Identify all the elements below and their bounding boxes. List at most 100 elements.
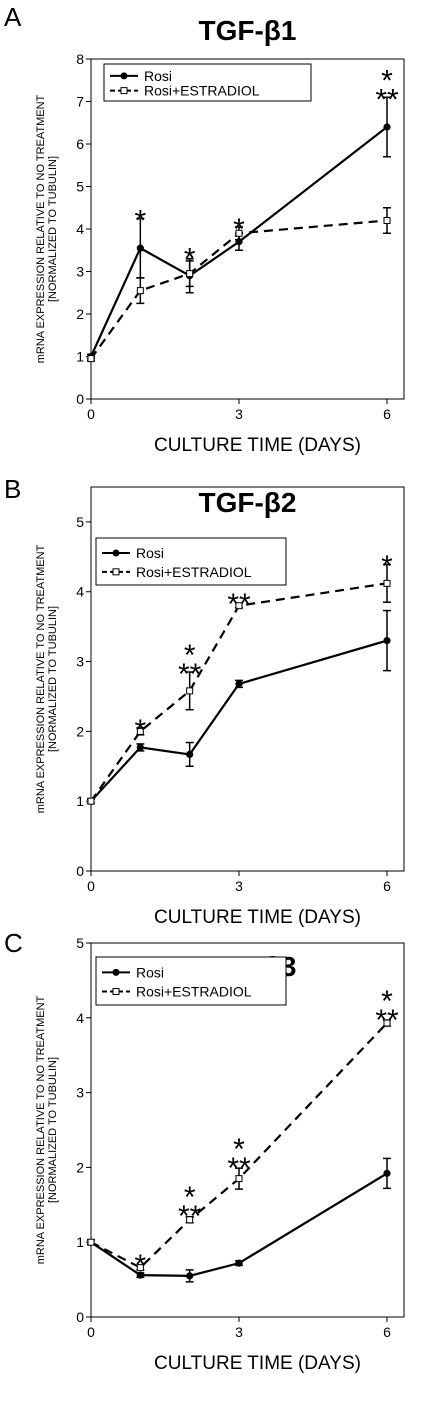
- significance-marker: * **: [375, 985, 399, 1037]
- significance-marker: *: [233, 213, 245, 246]
- data-point: [383, 637, 391, 645]
- data-point: [235, 229, 243, 237]
- y-tick-label: 2: [76, 723, 84, 739]
- y-axis-label-line1: mRNA EXPRESSION RELATIVE TO NO TREATMENT: [35, 544, 47, 813]
- chart-panel-a: A TGF-β1 0 1 2 3 4 5 6 7 8 0 3 6 CULTURE TIME (DAYS) mR…: [4, 2, 405, 456]
- y-tick-label: 4: [76, 1010, 84, 1026]
- y-tick-label: 2: [76, 306, 84, 322]
- significance-marker-line: **: [178, 658, 202, 691]
- data-point: [235, 1175, 243, 1183]
- significance-marker-line: **: [178, 1200, 202, 1233]
- significance-marker: *: [134, 714, 146, 747]
- legend-label: Rosi: [136, 964, 164, 980]
- data-point: [383, 123, 391, 131]
- significance-marker: * **: [375, 64, 399, 116]
- x-tick-label: 6: [383, 406, 391, 422]
- x-tick-label: 6: [383, 1324, 391, 1340]
- significance-marker-line: *: [381, 64, 393, 97]
- legend-box: [103, 63, 312, 102]
- data-point: [136, 244, 144, 252]
- panel-letter: C: [4, 928, 23, 958]
- significance-marker: * **: [227, 1133, 251, 1185]
- series-rosi-estradiol: [87, 1019, 391, 1272]
- legend-swatch-marker: [112, 549, 120, 557]
- x-axis-label: CULTURE TIME (DAYS): [154, 907, 361, 928]
- plot-frame: [90, 486, 405, 872]
- x-axis-label: CULTURE TIME (DAYS): [154, 435, 361, 456]
- legend-label: Rosi+ESTRADIOL: [144, 83, 260, 99]
- data-point: [235, 1259, 243, 1267]
- y-axis-label: mRNA EXPRESSION RELATIVE TO NO TREATMENT…: [35, 94, 59, 363]
- x-tick-label: 6: [383, 878, 391, 894]
- data-point: [136, 727, 144, 735]
- y-tick-label: 5: [76, 514, 84, 530]
- data-point: [186, 687, 194, 695]
- x-tick-label: 0: [87, 406, 95, 422]
- significance-marker-line: *: [184, 243, 196, 276]
- chart-title: TGF-β1: [199, 15, 297, 46]
- significance-marker-line: **: [227, 588, 251, 621]
- chart-title: TGF-β2: [199, 487, 297, 518]
- significance-marker-line: *: [233, 1133, 245, 1166]
- y-tick-label: 5: [76, 179, 84, 195]
- panel-letter: A: [4, 2, 22, 32]
- significance-marker: * **: [178, 639, 202, 691]
- series-rosi-estradiol: [87, 207, 391, 363]
- series-rosi-estradiol: [87, 563, 391, 805]
- data-point: [186, 1216, 194, 1224]
- significance-marker-line: *: [233, 213, 245, 246]
- data-point: [186, 270, 194, 278]
- y-tick-label: 7: [76, 94, 84, 110]
- legend-swatch-marker: [120, 72, 128, 80]
- legend-label: Rosi+ESTRADIOL: [136, 984, 252, 1000]
- data-point: [383, 579, 391, 587]
- data-point: [136, 743, 144, 752]
- y-axis-label-line1: mRNA EXPRESSION RELATIVE TO NO TREATMENT: [35, 995, 47, 1264]
- legend-label: Rosi: [144, 68, 172, 84]
- significance-marker-line: *: [381, 550, 393, 583]
- y-axis-label: mRNA EXPRESSION RELATIVE TO NO TREATMENT…: [35, 995, 59, 1264]
- significance-marker: *: [134, 1249, 146, 1282]
- x-tick-label: 3: [235, 878, 243, 894]
- series-rosi: [87, 609, 391, 805]
- y-axis-label-line2: [NORMALIZED TO TUBULIN]: [47, 606, 59, 752]
- significance-marker: *: [184, 243, 196, 276]
- chart-panel-c: CTGF-β3012345036CULTURE TIME (DAYS)mRNA …: [4, 928, 405, 1374]
- data-point: [235, 680, 243, 688]
- data-point: [383, 1169, 391, 1177]
- y-axis-label-line2: [NORMALIZED TO TUBULIN]: [47, 1057, 59, 1203]
- legend-swatch-marker: [120, 87, 128, 95]
- x-tick-label: 0: [87, 1324, 95, 1340]
- significance-marker-line: *: [184, 1181, 196, 1214]
- significance-marker-line: *: [134, 204, 146, 237]
- data-point: [87, 1238, 95, 1246]
- data-point: [87, 797, 95, 805]
- y-axis-label-line1: mRNA EXPRESSION RELATIVE TO NO TREATMENT: [35, 94, 47, 363]
- x-tick-label: 3: [235, 1324, 243, 1340]
- y-tick-label: 1: [76, 793, 84, 809]
- y-tick-label: 3: [76, 264, 84, 280]
- y-tick-label: 3: [76, 1085, 84, 1101]
- significance-marker: * **: [178, 1181, 202, 1233]
- legend-box: [95, 537, 287, 586]
- y-tick-label: 6: [76, 136, 84, 152]
- legend: Rosi Rosi+ESTRADIOL: [95, 956, 287, 1006]
- data-point: [235, 602, 243, 610]
- plot-frame: [90, 942, 405, 1318]
- legend-label: Rosi: [136, 545, 164, 561]
- y-tick-label: 2: [76, 1159, 84, 1175]
- x-tick-label: 3: [235, 406, 243, 422]
- significance-marker-line: *: [184, 639, 196, 672]
- chart-panel-b: B TGF-β2 0 1 2 3 4 5 0 3 6 CULTURE TIME (DAYS) mRNA …: [4, 474, 405, 928]
- data-point: [186, 1272, 194, 1280]
- legend-box: [95, 956, 287, 1006]
- significance-marker-line: **: [375, 83, 399, 116]
- data-point: [87, 355, 95, 363]
- data-point: [136, 287, 144, 295]
- y-tick-label: 1: [76, 1234, 84, 1250]
- data-point: [136, 1271, 144, 1279]
- significance-marker-line: *: [381, 985, 393, 1018]
